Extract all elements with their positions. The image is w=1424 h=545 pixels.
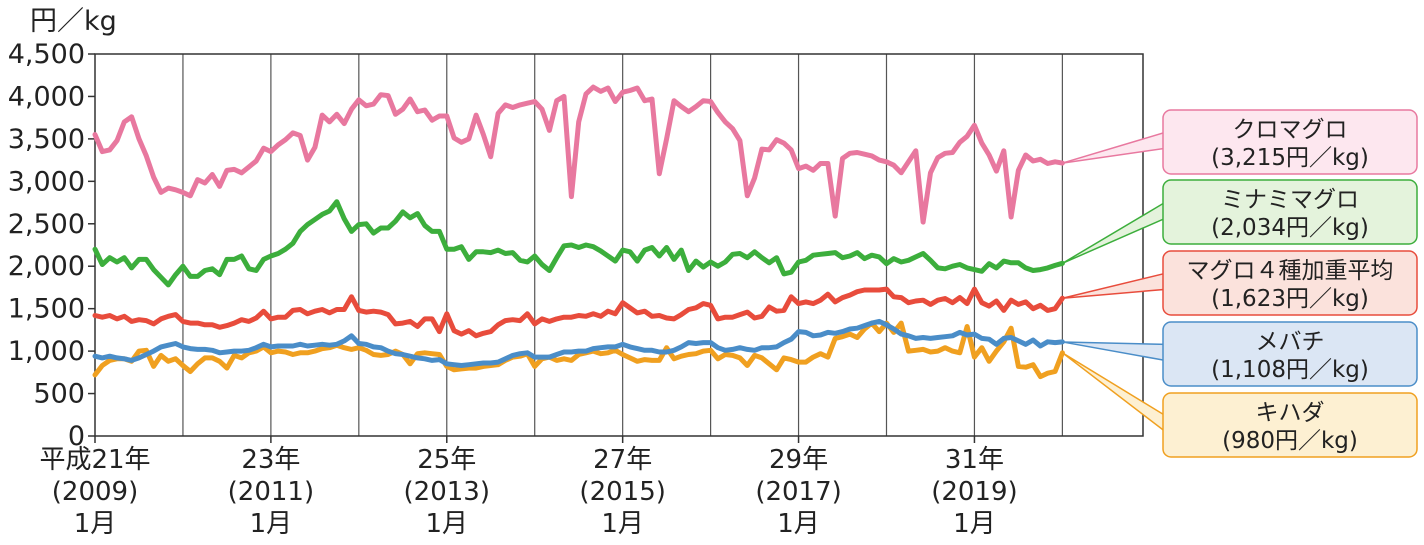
x-tick-label: (2017) [755,477,841,507]
legend-series-value: (3,215円／kg) [1211,145,1369,171]
y-tick-label: 3,500 [8,124,85,155]
y-tick-label: 500 [33,379,85,410]
y-tick-label: 1,000 [8,336,85,367]
x-tick-label: 1月 [601,509,644,539]
axes [94,53,1144,437]
legend-series-name: ミナミマグロ [1221,187,1359,213]
legend-series-value: (1,623円／kg) [1211,286,1369,312]
legend-box [1162,179,1418,245]
grid-lines [182,54,1063,436]
legend-series-value: (980円／kg) [1222,428,1358,454]
legend-box [1162,109,1418,175]
legend-item: メバチ(1,108円／kg) [1062,321,1418,387]
y-axis-label: 円／kg [30,6,117,37]
legend-series-value: (2,034円／kg) [1211,215,1369,241]
y-tick-label: 3,000 [8,166,85,197]
x-tick-label: 25年 [417,445,476,475]
x-tick-label: 平成21年 [39,445,150,475]
legend: クロマグロ(3,215円／kg)ミナミマグロ(2,034円／kg)マグロ４種加重… [1061,109,1418,458]
x-tick-label: (2011) [228,477,314,507]
legend-callout-pointer [1062,131,1166,164]
legend-box [1162,250,1418,316]
series-line [92,320,1065,380]
x-tick-label: 1月 [426,509,469,539]
legend-callout-pointer [1062,272,1166,299]
legend-box [1162,321,1418,387]
y-tick-label: 2,500 [8,209,85,240]
legend-item: クロマグロ(3,215円／kg) [1062,109,1418,175]
y-axis-unit-label: 円／kg [30,6,117,37]
x-tick-label: 1月 [777,509,820,539]
x-tick-label: 27年 [593,445,652,475]
x-tick-label: (2019) [931,477,1017,507]
x-tick-label: 29年 [769,445,828,475]
x-tick-label: 31年 [945,445,1004,475]
y-tick-label: 2,000 [8,251,85,282]
series-line [92,286,1065,339]
x-tick-label: 1月 [74,509,117,539]
x-tick-label: (2015) [579,477,665,507]
legend-box [1162,392,1418,458]
y-tick-labels: 0 500 1,000 1,500 2,000 2,500 3,000 3,500 4,000 4… [8,39,95,452]
series-lines [92,84,1065,380]
legend-series-value: (1,108円／kg) [1211,357,1369,383]
legend-series-name: マグロ４種加重平均 [1187,258,1394,284]
y-tick-label: 4,000 [8,81,85,112]
series-line [92,84,1065,225]
x-tick-label: 1月 [953,509,996,539]
x-tick-label: (2009) [52,477,138,507]
y-tick-label: 4,500 [8,39,85,70]
x-tick-label: 23年 [241,445,300,475]
legend-callout-pointer [1062,341,1166,362]
legend-item: ミナミマグロ(2,034円／kg) [1061,179,1418,265]
x-tick-label: (2013) [404,477,490,507]
legend-item: キハダ(980円／kg) [1061,352,1418,458]
legend-item: マグロ４種加重平均(1,623円／kg) [1062,250,1418,316]
x-tick-labels: 平成21年(2009)1月23年(2011)1月25年(2013)1月27年(2… [39,436,1018,539]
legend-series-name: メバチ [1256,329,1325,355]
legend-callout-pointer [1061,201,1166,265]
legend-series-name: クロマグロ [1233,117,1348,143]
legend-callout-pointer [1061,352,1166,433]
y-tick-label: 1,500 [8,294,85,325]
series-line [92,318,1065,368]
series-line [92,199,1065,288]
x-tick-label: 1月 [250,509,293,539]
plot-frame [94,53,1144,437]
legend-series-name: キハダ [1256,400,1325,426]
y-tick-label: 0 [68,421,85,452]
